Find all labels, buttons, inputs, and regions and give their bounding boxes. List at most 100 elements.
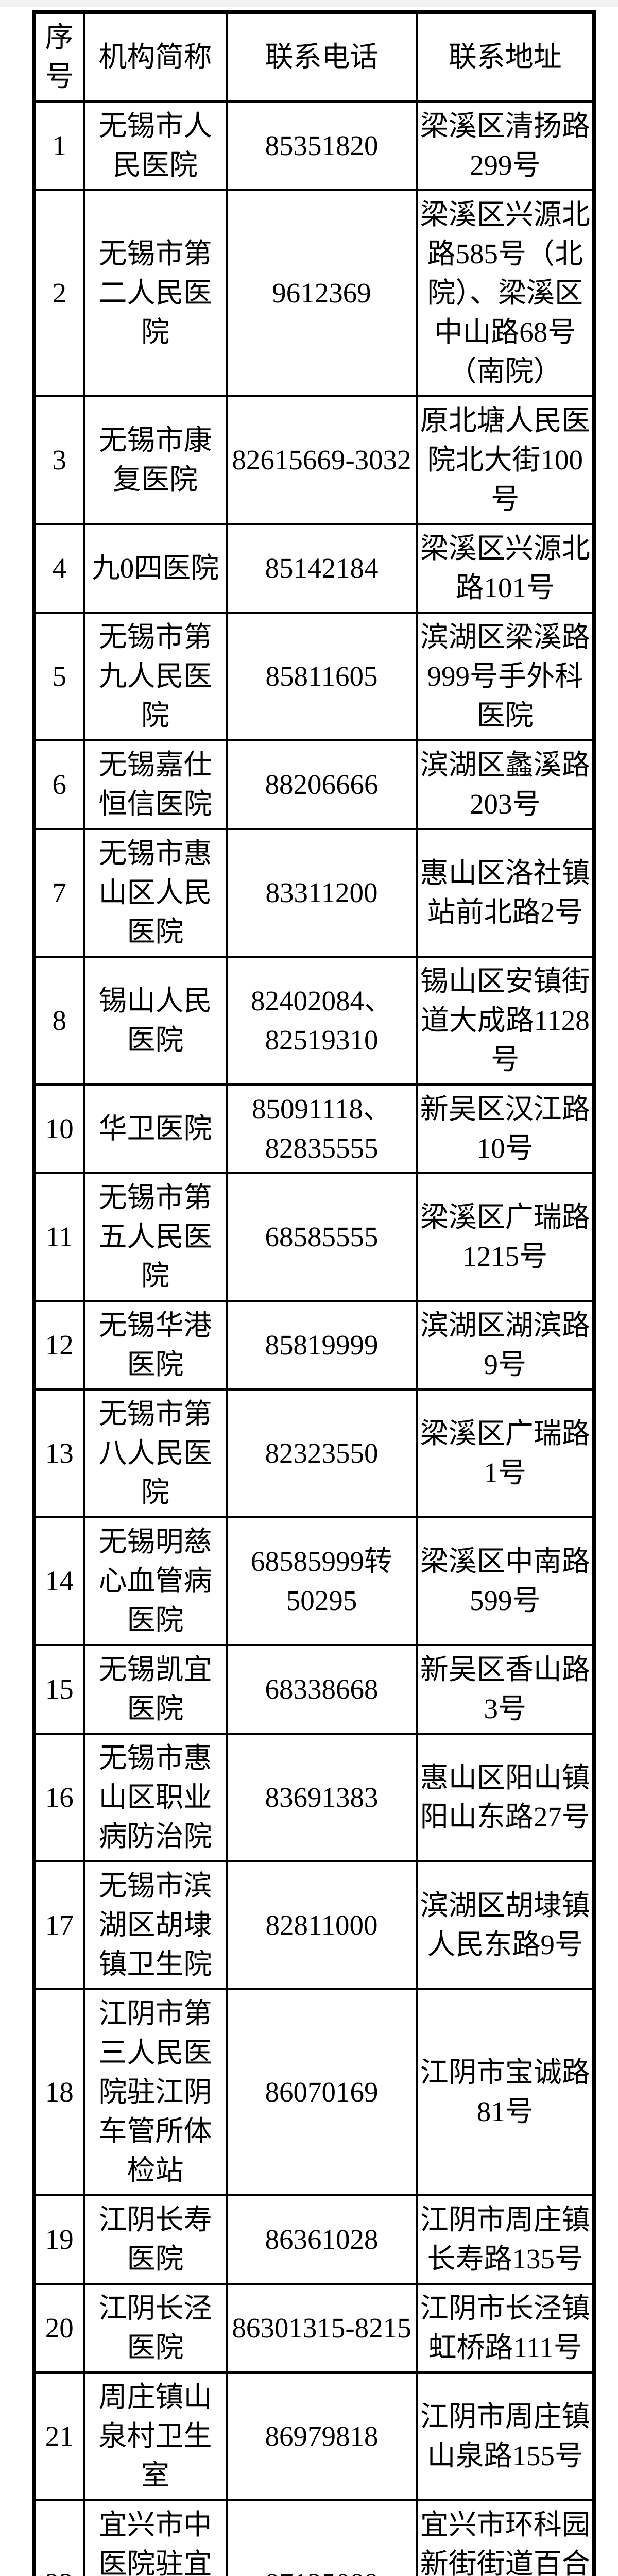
- hospital-name-cell: 无锡市滨湖区胡埭镇卫生院: [83, 1860, 228, 1990]
- row-number-cell: 19: [32, 2194, 85, 2285]
- table-row: 15 无锡凯宜医院 68338668 新吴区香山路3号: [32, 1644, 595, 1735]
- row-number-cell: 4: [32, 523, 85, 614]
- phone-cell: 85811605: [225, 612, 418, 741]
- hospital-name-cell: 锡山人民医院: [83, 956, 228, 1086]
- row-number-cell: 17: [32, 1860, 85, 1990]
- table-row: 13 无锡市第八人民医院 82323550 梁溪区广瑞路1号: [32, 1388, 595, 1518]
- phone-cell: 87135088: [225, 2499, 418, 2576]
- table-row: 2 无锡市第二人民医院 9612369 梁溪区兴源北路585号（北院）、梁溪区中山路6…: [32, 189, 595, 397]
- phone-cell: 85819999: [225, 1300, 418, 1391]
- phone-cell: 88206666: [225, 739, 418, 830]
- phone-cell: 82402084、82519310: [225, 956, 418, 1086]
- hospital-name-cell: 江阴长寿医院: [83, 2194, 228, 2285]
- hospital-name-cell: 无锡凯宜医院: [83, 1644, 228, 1735]
- address-cell: 梁溪区广瑞路1215号: [416, 1172, 595, 1302]
- address-cell: 梁溪区兴源北路585号（北院）、梁溪区中山路68号（南院）: [416, 189, 595, 397]
- table-row: 3 无锡市康复医院 82615669-3032 原北塘人民医院北大街100号: [32, 395, 595, 525]
- address-cell: 滨湖区梁溪路999号手外科医院: [416, 612, 595, 741]
- row-number-cell: 16: [32, 1733, 85, 1862]
- address-cell: 江阴市宝诚路81号: [416, 1988, 595, 2196]
- address-cell: 江阴市周庄镇山泉路155号: [416, 2371, 595, 2501]
- row-number-cell: 22: [32, 2499, 85, 2576]
- row-number-cell: 2: [32, 189, 85, 397]
- header-cell-2: 联系电话: [225, 11, 418, 103]
- table-row: 1 无锡市人民医院 85351820 梁溪区清扬路299号: [32, 100, 595, 191]
- address-cell: 江阴市长泾镇虹桥路111号: [416, 2283, 595, 2374]
- phone-cell: 85091118、82835555: [225, 1083, 418, 1174]
- header-row: 序号 机构简称 联系电话 联系地址: [32, 11, 595, 103]
- address-cell: 惠山区洛社镇站前北路2号: [416, 828, 595, 958]
- row-number-cell: 6: [32, 739, 85, 830]
- row-number-cell: 12: [32, 1300, 85, 1391]
- address-cell: 梁溪区广瑞路1号: [416, 1388, 595, 1518]
- address-cell: 梁溪区兴源北路101号: [416, 523, 595, 614]
- table-row: 12 无锡华港医院 85819999 滨湖区湖滨路9号: [32, 1300, 595, 1391]
- address-cell: 梁溪区中南路599号: [416, 1516, 595, 1646]
- header-cell-3: 联系地址: [416, 11, 595, 103]
- address-cell: 原北塘人民医院北大街100号: [416, 395, 595, 525]
- hospital-name-cell: 无锡市人民医院: [83, 100, 228, 191]
- row-number-cell: 3: [32, 395, 85, 525]
- table-row: 21 周庄镇山泉村卫生室 86979818 江阴市周庄镇山泉路155号: [32, 2371, 595, 2501]
- hospital-name-cell: 宜兴市中医院驻宜兴车管所体检站: [83, 2499, 228, 2576]
- row-number-cell: 11: [32, 1172, 85, 1302]
- phone-cell: 86361028: [225, 2194, 418, 2285]
- hospital-name-cell: 无锡市第九人民医院: [83, 612, 228, 741]
- phone-cell: 86301315-8215: [225, 2283, 418, 2374]
- hospital-name-cell: 江阴市第三人民医院驻江阴车管所体检站: [83, 1988, 228, 2196]
- phone-cell: 9612369: [225, 189, 418, 397]
- table-row: 22宜兴市中医院驻宜兴车管所体检站87135088宜兴市环科园新街街道百合山庄绿…: [32, 2499, 595, 2576]
- table-row: 11 无锡市第五人民医院 68585555 梁溪区广瑞路1215号: [32, 1172, 595, 1302]
- address-cell: 锡山区安镇街道大成路1128号: [416, 956, 595, 1086]
- table-row: 17 无锡市滨湖区胡埭镇卫生院 82811000 滨湖区胡埭镇人民东路9号: [32, 1860, 595, 1990]
- phone-cell: 85142184: [225, 523, 418, 614]
- address-cell: 惠山区阳山镇阳山东路27号: [416, 1733, 595, 1862]
- hospital-name-cell: 华卫医院: [83, 1083, 228, 1174]
- hospital-name-cell: 九0四医院: [83, 523, 228, 614]
- hospital-name-cell: 无锡华港医院: [83, 1300, 228, 1391]
- table-row: 5 无锡市第九人民医院 85811605 滨湖区梁溪路999号手外科医院: [32, 612, 595, 741]
- phone-cell: 68338668: [225, 1644, 418, 1735]
- hospital-name-cell: 无锡市第五人民医院: [83, 1172, 228, 1302]
- address-cell: 滨湖区胡埭镇人民东路9号: [416, 1860, 595, 1990]
- address-cell: 滨湖区湖滨路9号: [416, 1300, 595, 1391]
- hospital-name-cell: 周庄镇山泉村卫生室: [83, 2371, 228, 2501]
- phone-cell: 68585999转50295: [225, 1516, 418, 1646]
- phone-cell: 68585555: [225, 1172, 418, 1302]
- hospital-name-cell: 无锡市第八人民医院: [83, 1388, 228, 1518]
- address-cell: 新吴区香山路3号: [416, 1644, 595, 1735]
- row-number-cell: 15: [32, 1644, 85, 1735]
- phone-cell: 85351820: [225, 100, 418, 191]
- row-number-cell: 8: [32, 956, 85, 1086]
- table-row: 14 无锡明慈心血管病医院 68585999转50295 梁溪区中南路599号: [32, 1516, 595, 1646]
- table-row: 6 无锡嘉仕恒信医院 88206666 滨湖区蠡溪路203号: [32, 739, 595, 830]
- hospital-table-body: 序号 机构简称 联系电话 联系地址 1 无锡市人民医院 85351820 梁溪区清扬路299号…: [32, 11, 595, 2576]
- row-number-cell: 20: [32, 2283, 85, 2374]
- address-cell: 江阴市周庄镇长寿路135号: [416, 2194, 595, 2285]
- table-row: 10 华卫医院 85091118、82835555 新吴区汉江路10号: [32, 1083, 595, 1174]
- header-cell-0: 序号: [32, 11, 85, 103]
- row-number-cell: 10: [32, 1083, 85, 1174]
- phone-cell: 86070169: [225, 1988, 418, 2196]
- phone-cell: 82615669-3032: [225, 395, 418, 525]
- row-number-cell: 7: [32, 828, 85, 958]
- row-number-cell: 14: [32, 1516, 85, 1646]
- hospital-name-cell: 无锡市惠山区职业病防治院: [83, 1733, 228, 1862]
- row-number-cell: 1: [32, 100, 85, 191]
- table-row: 8 锡山人民医院 82402084、82519310 锡山区安镇街道大成路1128号: [32, 956, 595, 1086]
- phone-cell: 82811000: [225, 1860, 418, 1990]
- hospital-contact-table: 序号 机构简称 联系电话 联系地址 1 无锡市人民医院 85351820 梁溪区清扬路299号…: [32, 10, 596, 2576]
- address-cell: 滨湖区蠡溪路203号: [416, 739, 595, 830]
- row-number-cell: 13: [32, 1388, 85, 1518]
- table-row: 4 九0四医院 85142184 梁溪区兴源北路101号: [32, 523, 595, 614]
- hospital-name-cell: 无锡嘉仕恒信医院: [83, 739, 228, 830]
- row-number-cell: 18: [32, 1988, 85, 2196]
- header-cell-1: 机构简称: [83, 11, 228, 103]
- phone-cell: 83691383: [225, 1733, 418, 1862]
- row-number-cell: 21: [32, 2371, 85, 2501]
- table-row: 7 无锡市惠山区人民医院 83311200 惠山区洛社镇站前北路2号: [32, 828, 595, 958]
- phone-cell: 82323550: [225, 1388, 418, 1518]
- address-cell: 新吴区汉江路10号: [416, 1083, 595, 1174]
- table-row: 16 无锡市惠山区职业病防治院 83691383 惠山区阳山镇阳山东路27号: [32, 1733, 595, 1862]
- hospital-name-cell: 无锡市第二人民医院: [83, 189, 228, 397]
